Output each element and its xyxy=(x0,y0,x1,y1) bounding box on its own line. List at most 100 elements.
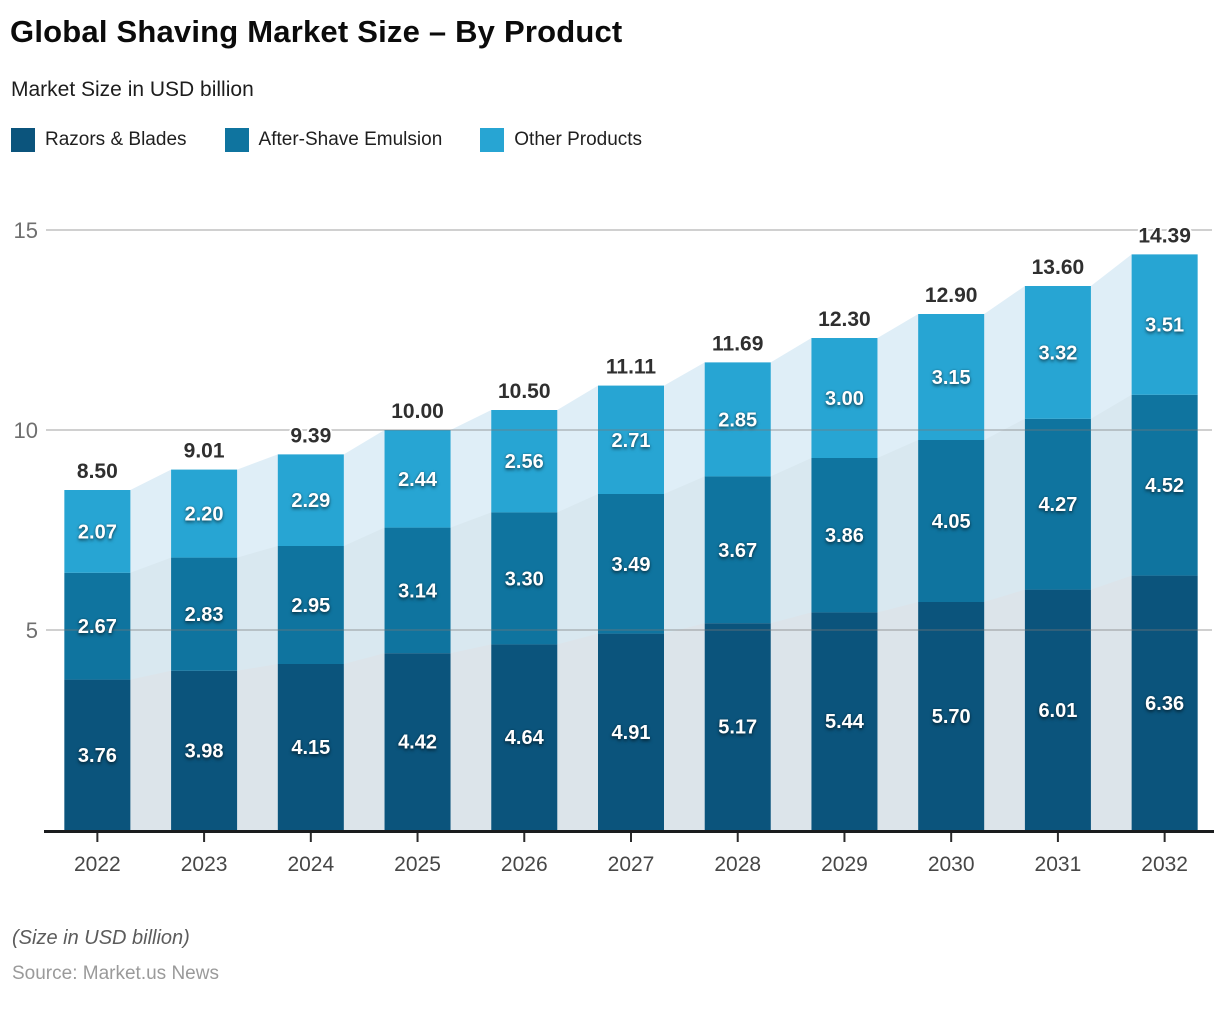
bar-segment xyxy=(277,545,344,664)
bar-segment xyxy=(64,489,131,573)
segment-value-label: 3.14 xyxy=(398,580,438,602)
segment-value-label: 3.30 xyxy=(505,568,544,590)
segment-value-label: 3.76 xyxy=(78,744,117,766)
bar-segment xyxy=(1131,575,1198,830)
bar-segment xyxy=(491,511,558,644)
segment-value-label: 3.98 xyxy=(185,740,224,762)
x-tick-label: 2024 xyxy=(287,853,334,876)
segment-value-label: 4.27 xyxy=(1038,494,1077,516)
bar-segment xyxy=(64,679,131,830)
segment-value-label: 2.07 xyxy=(78,521,117,543)
legend-swatch-icon xyxy=(480,127,505,152)
bar-total-label: 8.50 xyxy=(77,460,118,483)
segment-value-label: 3.67 xyxy=(718,539,757,561)
segment-value-label: 2.29 xyxy=(291,490,330,512)
segment-value-label: 3.49 xyxy=(612,553,651,575)
segment-value-label: 5.44 xyxy=(825,711,865,733)
bar-total-label: 12.30 xyxy=(818,308,871,331)
bar-total-label: 11.11 xyxy=(606,355,657,378)
segment-value-label: 2.44 xyxy=(398,468,438,490)
y-tick-label: 10 xyxy=(14,417,38,442)
bar-segment xyxy=(277,453,344,546)
bar-segment xyxy=(1024,285,1091,419)
bar-segment xyxy=(704,475,771,623)
bar-segment xyxy=(918,601,985,830)
bar-segment xyxy=(918,439,985,602)
bar-segment xyxy=(384,652,451,830)
x-tick-label: 2031 xyxy=(1035,853,1082,876)
legend-item-1: Razors & Blades xyxy=(11,127,187,152)
bar-total-label: 11.69 xyxy=(712,332,763,355)
segment-value-label: 5.70 xyxy=(932,706,971,728)
bar-segment xyxy=(1131,253,1198,395)
bar-segment xyxy=(598,633,664,830)
chart-footer: (Size in USD billion) Source: Market.us … xyxy=(0,927,1220,985)
x-tick-label: 2027 xyxy=(608,853,655,876)
legend: Razors & Blades After-Shave Emulsion Other… xyxy=(11,127,1210,152)
bar-segment xyxy=(277,663,344,830)
segment-value-label: 2.83 xyxy=(185,604,224,626)
bar-segment xyxy=(64,572,131,680)
bar-segment xyxy=(171,469,238,558)
bar-segment xyxy=(811,611,878,830)
segment-value-label: 3.15 xyxy=(932,367,971,389)
chart-header: Global Shaving Market Size – By Product … xyxy=(0,0,1220,152)
size-note: (Size in USD billion) xyxy=(12,926,190,949)
segment-value-label: 4.05 xyxy=(932,511,971,533)
segment-value-label: 2.85 xyxy=(718,409,757,431)
segment-value-label: 4.52 xyxy=(1145,475,1184,497)
bar-segment xyxy=(171,557,238,671)
bar-segment xyxy=(704,361,771,476)
segment-value-label: 3.00 xyxy=(825,388,864,410)
x-tick-label: 2028 xyxy=(714,853,761,876)
bar-total-label: 10.50 xyxy=(498,380,551,403)
bar-total-label: 9.01 xyxy=(184,439,225,462)
x-tick-label: 2032 xyxy=(1141,853,1188,876)
x-tick-label: 2030 xyxy=(928,853,975,876)
y-tick-label: 5 xyxy=(26,617,38,642)
bar-segment xyxy=(918,313,985,440)
x-tick-label: 2029 xyxy=(821,853,868,876)
legend-swatch-icon xyxy=(11,127,35,152)
legend-label: Razors & Blades xyxy=(45,128,187,150)
segment-value-label: 3.51 xyxy=(1145,314,1184,336)
segment-value-label: 4.15 xyxy=(291,737,330,759)
segment-value-label: 6.01 xyxy=(1038,699,1077,721)
chart-subtitle: Market Size in USD billion xyxy=(11,77,254,101)
x-tick-label: 2022 xyxy=(74,853,121,876)
segment-value-label: 2.95 xyxy=(291,595,330,617)
bar-segment xyxy=(1024,418,1091,590)
segment-value-label: 3.86 xyxy=(825,525,864,547)
bar-segment xyxy=(1131,394,1198,576)
bar-total-label: 9.39 xyxy=(290,424,331,447)
bar-segment xyxy=(811,457,878,612)
bar-segment xyxy=(491,643,558,830)
segment-value-label: 6.36 xyxy=(1145,692,1184,714)
source-note: Source: Market.us News xyxy=(12,962,219,984)
bar-segment xyxy=(171,670,238,830)
bar-segment xyxy=(598,493,664,634)
bar-segment xyxy=(811,337,878,458)
bar-segment xyxy=(704,622,771,830)
x-tick-label: 2023 xyxy=(181,853,228,876)
bar-segment xyxy=(384,429,451,528)
segment-value-label: 3.32 xyxy=(1038,342,1077,364)
legend-swatch-icon xyxy=(224,127,249,152)
segment-value-label: 5.17 xyxy=(718,716,757,738)
bar-segment xyxy=(384,527,451,653)
legend-label: Other Products xyxy=(514,128,643,150)
y-tick-label: 15 xyxy=(14,217,38,242)
bar-segment xyxy=(598,385,664,494)
legend-label: After-Shave Emulsion xyxy=(258,128,443,150)
page-title: Global Shaving Market Size – By Product xyxy=(10,14,623,49)
segment-value-label: 4.42 xyxy=(398,731,437,753)
x-tick-label: 2025 xyxy=(394,853,441,876)
segment-value-label: 2.56 xyxy=(505,451,544,473)
stacked-bar-chart: 5 10 15 2022 2023 2024 2025 2026 2027 2028 2029 203… xyxy=(14,217,1214,876)
bar-total-label: 10.00 xyxy=(391,400,444,423)
bar-total-label: 13.60 xyxy=(1032,256,1085,279)
bar-segment xyxy=(1024,589,1091,830)
x-tick-label: 2026 xyxy=(501,853,548,876)
segment-value-label: 4.91 xyxy=(612,721,651,743)
bar-total-label: 14.39 xyxy=(1138,224,1191,247)
